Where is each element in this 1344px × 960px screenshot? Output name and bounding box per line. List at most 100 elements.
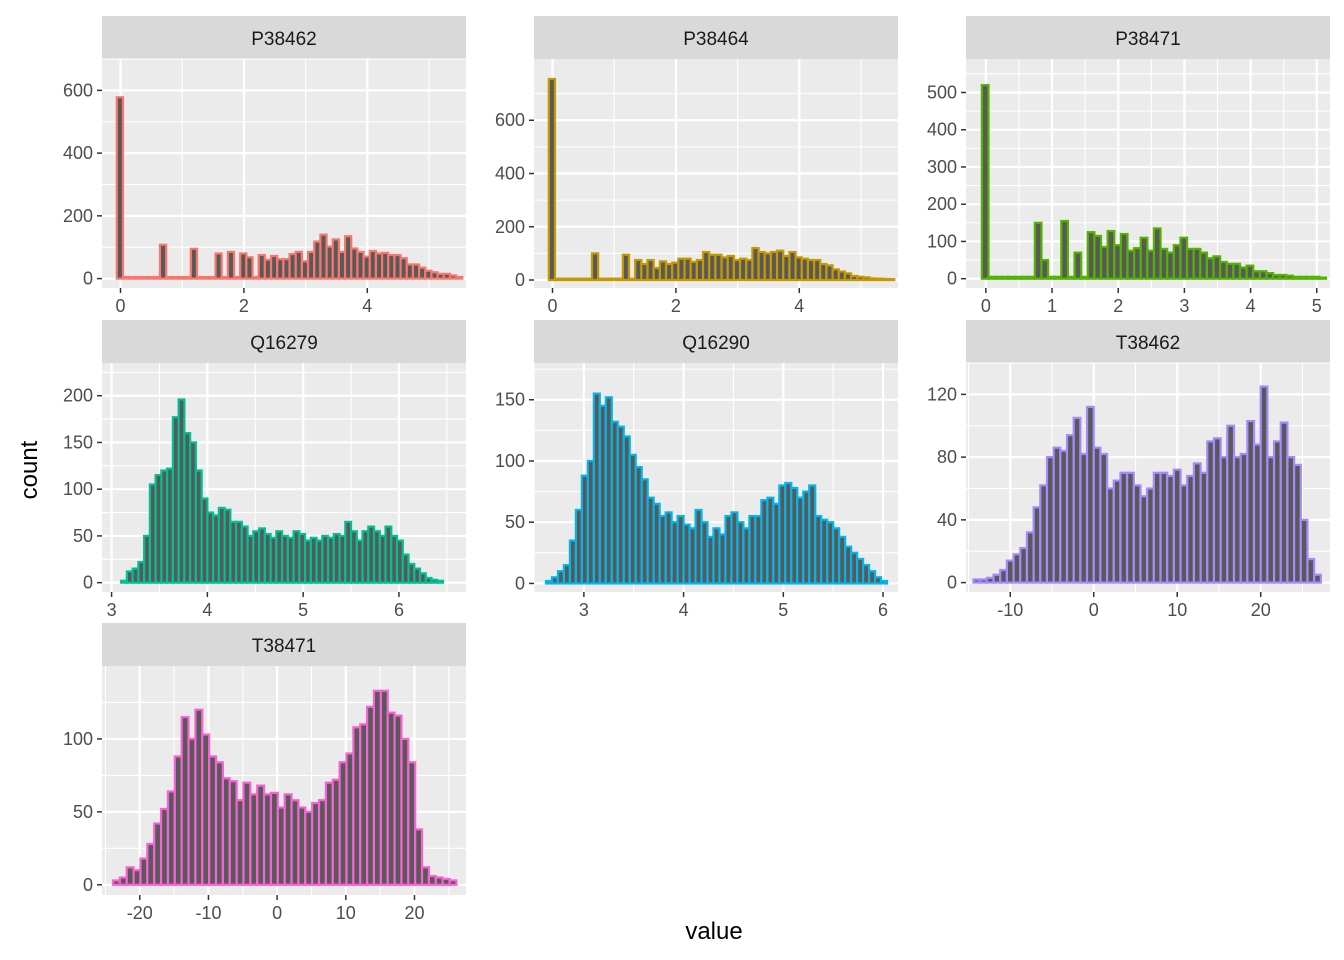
x-tick-label: 0 [548,296,558,316]
histogram-bar [436,579,445,584]
y-tick-label: 0 [83,573,93,593]
x-tick-label: 0 [1089,600,1099,620]
histogram-bar [980,83,990,280]
histogram-bar [226,250,236,280]
facet-strip-label: T38471 [252,636,316,657]
y-tick-label: 80 [937,447,957,467]
x-tick-label: -20 [127,903,153,923]
y-tick-label: 400 [63,143,93,163]
y-tick-label: 120 [927,384,957,404]
x-tick-label: 5 [298,600,308,620]
y-tick-label: 100 [63,729,93,749]
y-tick-label: 100 [63,479,93,499]
x-tick-label: 4 [362,296,372,316]
x-tick-label: 0 [116,296,126,316]
facet-strip-label: Q16279 [250,333,318,354]
x-tick-label: -10 [195,903,221,923]
facet-panel-p38464: P38464 0 2 4 0 200 400 600 [495,16,898,316]
facet-strip [966,16,1330,59]
x-tick-label: 10 [336,903,356,923]
histogram-bar [1318,276,1328,280]
x-axis-title: value [685,918,742,945]
facet-strip-label: T38462 [1116,333,1180,354]
facet-panel-q16290: Q16290 3 4 5 6 0 50 100 150 [495,320,898,620]
facet-strip [102,320,466,363]
histogram-bar [115,96,125,280]
histogram-bar [245,256,254,280]
facet-panel-t38471: T38471 -20 -10 0 10 20 0 50 100 [63,623,466,923]
y-tick-label: 200 [495,217,525,237]
histogram-bar [448,879,458,886]
x-tick-label: 1 [1047,296,1057,316]
x-tick-label: 4 [794,296,804,316]
x-tick-label: 2 [671,296,681,316]
x-tick-label: 4 [202,600,212,620]
histogram-bar [1306,557,1316,584]
y-tick-label: 40 [937,510,957,530]
y-tick-label: 400 [495,164,525,184]
y-tick-label: 600 [63,80,93,100]
y-tick-label: 0 [83,875,93,895]
histogram-bar [158,243,168,280]
x-tick-label: 3 [1179,296,1189,316]
facet-strip [102,623,466,666]
x-tick-label: 2 [1113,296,1123,316]
histogram-bar [1299,518,1309,584]
histogram-bar [1313,573,1322,584]
y-tick-label: 0 [515,573,525,593]
histogram-bar [455,275,464,280]
facet-panel-p38471: P38471 0 1 2 3 4 5 0 100 200 300 400 500 [927,16,1330,316]
y-tick-label: 100 [927,231,957,251]
facet-strip [966,320,1330,363]
y-tick-label: 0 [515,270,525,290]
histogram-bar [621,253,631,282]
y-tick-label: 0 [947,269,957,289]
histogram-bar [214,252,223,280]
facet-strip-label: P38462 [251,29,317,50]
facet-panel-t38462: T38462 -10 0 10 20 0 40 80 120 [927,320,1330,620]
x-tick-label: 4 [679,600,689,620]
x-tick-label: 0 [272,903,282,923]
x-tick-label: 3 [107,600,117,620]
y-tick-label: 0 [83,269,93,289]
x-tick-label: 5 [1312,296,1322,316]
y-tick-label: 50 [73,526,93,546]
facet-strip [102,16,466,59]
y-tick-label: 500 [927,83,957,103]
y-tick-label: 150 [495,390,525,410]
y-tick-label: 50 [73,802,93,822]
facet-strip [534,320,898,363]
x-tick-label: 6 [394,600,404,620]
y-tick-label: 600 [495,110,525,130]
y-axis-title: count [16,440,43,499]
facet-strip-label: P38464 [683,29,749,50]
facet-strip [534,16,898,59]
x-tick-label: 0 [981,296,991,316]
histogram-bar [547,77,557,282]
y-tick-label: 400 [927,120,957,140]
x-tick-label: 20 [1251,600,1271,620]
x-tick-label: 3 [579,600,589,620]
histogram-bar [1033,221,1043,280]
x-tick-label: 10 [1167,600,1187,620]
panel-background [102,59,466,288]
x-tick-label: 4 [1246,296,1256,316]
facet-strip-label: P38471 [1115,29,1181,50]
facet-panel-q16279: Q16279 3 4 5 6 0 50 100 150 200 [63,320,466,620]
y-tick-label: 200 [63,206,93,226]
histogram-bar [189,247,199,280]
histogram-bar [590,252,600,282]
y-tick-label: 150 [63,432,93,452]
x-tick-label: 6 [878,600,888,620]
y-tick-label: 50 [505,512,525,532]
y-tick-label: 100 [495,451,525,471]
y-tick-label: 300 [927,157,957,177]
y-tick-label: 200 [63,386,93,406]
facet-strip-label: Q16290 [682,333,750,354]
histogram-bar [1060,219,1070,280]
histogram-bar [879,579,889,585]
x-tick-label: 5 [778,600,788,620]
histogram-bar [887,278,896,282]
x-tick-label: -10 [997,600,1023,620]
